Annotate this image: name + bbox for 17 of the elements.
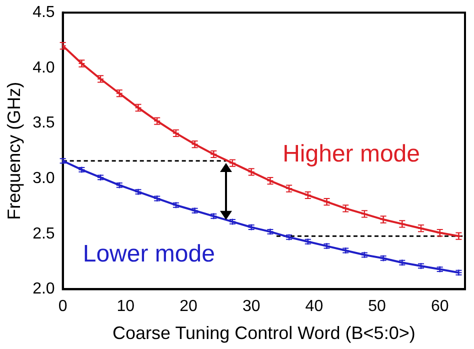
x-tick-label: 50 (368, 298, 386, 316)
y-tick-label: 4.0 (32, 59, 55, 76)
x-tick-label: 40 (305, 298, 324, 316)
y-tick-label: 3.0 (32, 170, 55, 187)
y-tick-label: 3.5 (32, 114, 55, 132)
x-tick-label: 0 (58, 298, 68, 316)
x-tick-label: 30 (242, 298, 260, 316)
series-label: Higher mode (282, 140, 420, 168)
y-tick-label: 2.0 (32, 280, 55, 298)
x-tick-label: 60 (430, 298, 449, 316)
x-tick-label: 10 (116, 298, 135, 316)
y-tick-label: 4.5 (32, 4, 55, 22)
series-label: Lower mode (82, 240, 215, 268)
x-tick-label: 20 (180, 298, 198, 316)
x-axis-title: Coarse Tuning Control Word (B<5:0>) (112, 323, 416, 344)
y-tick-label: 2.5 (32, 225, 55, 242)
y-axis-title: Frequency (GHz) (4, 82, 24, 220)
